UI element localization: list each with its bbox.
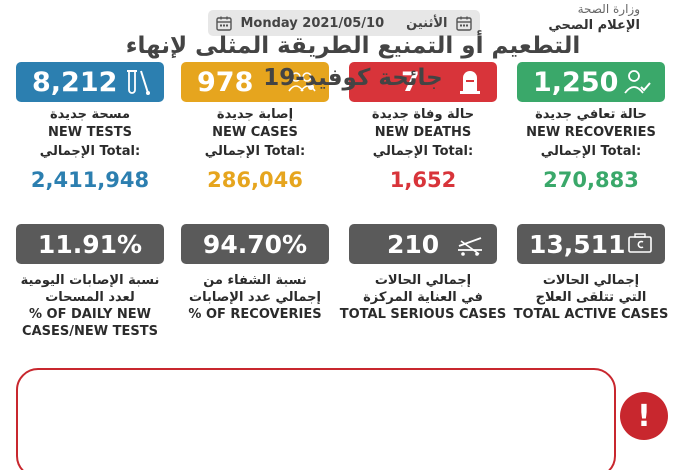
ministry-logo-text: وزارة الصحة الإعلام الصحي	[548, 2, 640, 33]
recovery-label-en: % OF RECOVERIES	[188, 307, 322, 322]
person-check-icon	[624, 70, 651, 94]
calendar-icon	[216, 16, 232, 31]
positivity-rate-card: 11.91%	[16, 224, 164, 264]
total-tests-value: 2,411,948	[30, 168, 150, 192]
positivity-label-en-1: % OF DAILY NEW	[29, 307, 151, 322]
active-cases-card: 13,511	[517, 224, 665, 264]
test-tube-icon	[127, 70, 150, 95]
virus-people-icon	[288, 72, 316, 92]
notice-line-2: جائحة كوفيد-19	[263, 65, 443, 91]
vaccination-notice	[16, 368, 616, 470]
exclamation-icon: !	[620, 392, 668, 440]
serious-cases-labels: إجمالي الحالات في العناية المركزة TOTAL …	[339, 272, 507, 323]
new-recoveries-value: 1,250	[533, 66, 619, 98]
new-deaths-label-en: NEW DEATHS	[374, 125, 472, 140]
date-english: Monday 2021/05/10	[240, 15, 385, 31]
positivity-rate-value: 11.91%	[37, 229, 143, 259]
active-label-ar-1: إجمالي الحالات	[542, 273, 640, 288]
notice-line-1: التطعيم أو التمنيع الطريقة المثلى لإنهاء	[125, 33, 581, 59]
new-cases-label-ar: إصابة جديدة	[216, 107, 294, 122]
new-deaths-label-ar: حالة وفاة جديدة	[371, 107, 475, 122]
hospital-bed-icon	[458, 237, 482, 256]
new-cases-labels: إصابة جديدة NEW CASES الإجمالي Total: 28…	[181, 106, 329, 192]
total-recoveries-value: 270,883	[543, 168, 639, 192]
active-label-en: TOTAL ACTIVE CASES	[513, 307, 669, 322]
medicine-box-icon	[628, 233, 652, 253]
total-label: الإجمالي Total:	[372, 144, 474, 159]
new-cases-value: 978	[197, 66, 254, 98]
ministry-name: وزارة الصحة	[577, 2, 640, 16]
serious-cases-value: 210	[387, 229, 440, 259]
total-cases-value: 286,046	[207, 168, 303, 192]
serious-label-en: TOTAL SERIOUS CASES	[339, 307, 507, 322]
active-cases-labels: إجمالي الحالات التي تتلقى العلاج TOTAL A…	[507, 272, 675, 323]
new-cases-card: 978	[181, 62, 329, 102]
new-tests-label-en: NEW TESTS	[48, 125, 132, 140]
date-bar: Monday 2021/05/10 الأثنين	[208, 10, 480, 36]
new-tests-label-ar: مسحة جديدة	[50, 107, 130, 122]
calendar-icon	[456, 16, 472, 31]
positivity-label-en-2: CASES/NEW TESTS	[22, 324, 158, 339]
new-cases-label-en: NEW CASES	[212, 125, 298, 140]
recovery-rate-labels: نسبة الشفاء من إجمالي عدد الإصابات % OF …	[171, 272, 339, 323]
recovery-label-ar-2: إجمالي عدد الإصابات	[189, 290, 321, 305]
recovery-label-ar-1: نسبة الشفاء من	[203, 273, 307, 288]
new-deaths-card: 7	[349, 62, 497, 102]
new-recoveries-label-ar: حالة تعافي جديدة	[535, 107, 647, 122]
new-recoveries-card: 1,250	[517, 62, 665, 102]
vaccination-notice-text: التطعيم أو التمنيع الطريقة المثلى لإنهاء…	[118, 30, 588, 94]
recovery-rate-value: 94.70%	[202, 229, 308, 259]
serious-cases-card: 210	[349, 224, 497, 264]
recovery-rate-card: 94.70%	[181, 224, 329, 264]
department-name: الإعلام الصحي	[548, 18, 640, 33]
total-label: الإجمالي Total:	[540, 144, 642, 159]
positivity-label-ar-2: لعدد المسحات	[45, 290, 135, 305]
active-cases-value: 13,511	[529, 229, 626, 259]
active-label-ar-2: التي تتلقى العلاج	[535, 290, 647, 305]
positivity-rate-labels: نسبة الإصابات اليومية لعدد المسحات % OF …	[6, 272, 174, 340]
new-tests-card: 8,212	[16, 62, 164, 102]
total-label: الإجمالي Total:	[39, 144, 141, 159]
day-arabic: الأثنين	[406, 15, 448, 31]
new-deaths-value: 7	[401, 66, 420, 98]
positivity-label-ar-1: نسبة الإصابات اليومية	[20, 273, 160, 288]
serious-label-ar-2: في العناية المركزة	[363, 290, 483, 305]
new-recoveries-label-en: NEW RECOVERIES	[526, 125, 656, 140]
serious-label-ar-1: إجمالي الحالات	[374, 273, 472, 288]
total-label: الإجمالي Total:	[204, 144, 306, 159]
new-tests-labels: مسحة جديدة NEW TESTS الإجمالي Total: 2,4…	[16, 106, 164, 192]
new-tests-value: 8,212	[32, 66, 118, 98]
total-deaths-value: 1,652	[389, 168, 457, 192]
new-deaths-labels: حالة وفاة جديدة NEW DEATHS الإجمالي Tota…	[349, 106, 497, 192]
new-recoveries-labels: حالة تعافي جديدة NEW RECOVERIES الإجمالي…	[517, 106, 665, 192]
gravestone-icon	[460, 71, 480, 94]
